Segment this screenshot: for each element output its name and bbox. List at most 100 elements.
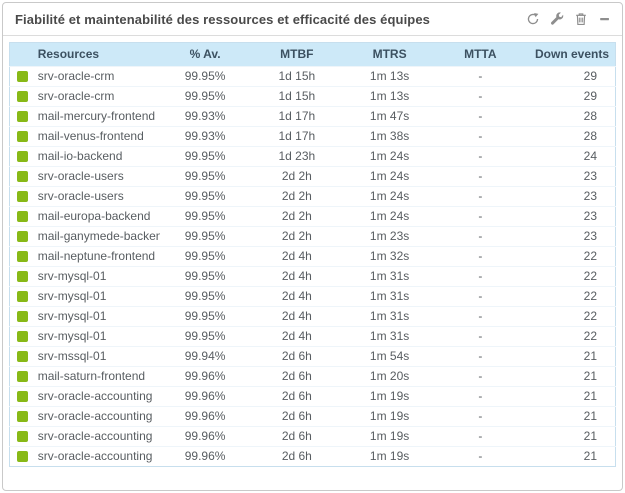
mtrs-value: 1m 47s xyxy=(343,106,436,127)
mtbf-value: 2d 6h xyxy=(250,386,344,407)
refresh-button[interactable] xyxy=(525,12,540,27)
table-row: srv-mysql-01 99.95% 2d 4h 1m 31s -22 xyxy=(9,326,616,347)
status-ok-icon xyxy=(17,411,29,423)
down-events-value: 29 xyxy=(524,66,616,87)
resource-name: srv-oracle-accounting xyxy=(35,386,160,407)
wrench-icon xyxy=(550,12,563,25)
table-row: mail-mercury-frontend 99.93% 1d 17h 1m 47s -… xyxy=(9,106,616,127)
mtrs-value: 1m 31s xyxy=(343,286,436,307)
resource-name: srv-oracle-accounting xyxy=(35,406,160,427)
status-ok-icon xyxy=(17,111,29,123)
status-ok-icon xyxy=(17,371,29,383)
status-cell xyxy=(9,326,36,347)
availability-value: 99.95% xyxy=(159,66,251,87)
status-ok-icon xyxy=(17,391,29,403)
mtrs-value: 1m 32s xyxy=(343,246,436,267)
down-events-value: 29 xyxy=(524,86,616,107)
mtrs-value: 1m 23s xyxy=(343,226,436,247)
availability-value: 99.95% xyxy=(159,306,251,327)
resource-name: srv-oracle-users xyxy=(35,186,160,207)
down-events-value: 23 xyxy=(524,166,616,187)
resource-name: srv-mysql-01 xyxy=(35,306,160,327)
status-cell xyxy=(9,366,36,387)
mtbf-value: 2d 6h xyxy=(250,346,344,367)
mtbf-value: 1d 15h xyxy=(250,66,344,87)
table-row: mail-neptune-frontend 99.95% 2d 4h 1m 32s -2… xyxy=(9,246,616,267)
status-cell xyxy=(9,346,36,367)
resource-name: srv-oracle-crm xyxy=(35,66,160,87)
down-events-value: 23 xyxy=(524,226,616,247)
status-ok-icon xyxy=(17,91,29,103)
table-row: mail-ganymede-backend 99.95% 2d 2h 1m 23s -2… xyxy=(9,226,616,247)
widget-title: Fiabilité et maintenabilité des ressourc… xyxy=(15,11,431,27)
mtbf-value: 2d 4h xyxy=(250,326,344,347)
delete-button[interactable] xyxy=(573,12,588,27)
mtta-value: - xyxy=(435,306,525,327)
status-cell xyxy=(9,126,36,147)
availability-value: 99.96% xyxy=(159,446,251,467)
table-row: srv-mysql-01 99.95% 2d 4h 1m 31s -22 xyxy=(9,306,616,327)
collapse-button[interactable] xyxy=(597,12,612,27)
mtta-value: - xyxy=(435,206,525,227)
availability-value: 99.96% xyxy=(159,406,251,427)
down-events-value: 28 xyxy=(524,106,616,127)
table-row: srv-oracle-crm 99.95% 1d 15h 1m 13s -29 xyxy=(9,66,616,87)
mtbf-value: 1d 17h xyxy=(250,106,344,127)
down-events-value: 22 xyxy=(524,306,616,327)
trash-icon xyxy=(575,13,586,25)
table-row: mail-saturn-frontend 99.96% 2d 6h 1m 20s -21 xyxy=(9,366,616,387)
status-ok-icon xyxy=(17,311,29,323)
down-events-value: 21 xyxy=(524,426,616,447)
status-cell xyxy=(9,306,36,327)
configure-button[interactable] xyxy=(549,12,564,27)
status-cell xyxy=(9,406,36,427)
table-row: srv-oracle-accounting 99.96% 2d 6h 1m 19s -2… xyxy=(9,386,616,407)
mtrs-value: 1m 31s xyxy=(343,306,436,327)
down-events-value: 22 xyxy=(524,326,616,347)
column-header-status xyxy=(9,42,36,67)
status-ok-icon xyxy=(17,211,29,223)
mtrs-value: 1m 19s xyxy=(343,406,436,427)
status-cell xyxy=(9,226,36,247)
availability-value: 99.95% xyxy=(159,286,251,307)
mtta-value: - xyxy=(435,366,525,387)
table-row: srv-oracle-accounting 99.96% 2d 6h 1m 19s -2… xyxy=(9,446,616,467)
mtrs-value: 1m 13s xyxy=(343,66,436,87)
mtrs-value: 1m 19s xyxy=(343,386,436,407)
down-events-value: 28 xyxy=(524,126,616,147)
resource-name: mail-io-backend xyxy=(35,146,160,167)
mtbf-value: 2d 4h xyxy=(250,286,344,307)
resource-name: srv-mysql-01 xyxy=(35,266,160,287)
table-row: srv-oracle-accounting 99.96% 2d 6h 1m 19s -2… xyxy=(9,426,616,447)
mtta-value: - xyxy=(435,426,525,447)
availability-value: 99.95% xyxy=(159,186,251,207)
column-header-resources: Resources xyxy=(35,42,160,67)
resource-name: mail-europa-backend xyxy=(35,206,160,227)
availability-value: 99.93% xyxy=(159,106,251,127)
status-cell xyxy=(9,206,36,227)
availability-value: 99.95% xyxy=(159,86,251,107)
mtta-value: - xyxy=(435,346,525,367)
down-events-value: 21 xyxy=(524,406,616,427)
mtrs-value: 1m 31s xyxy=(343,266,436,287)
resource-name: srv-oracle-accounting xyxy=(35,426,160,447)
mtrs-value: 1m 24s xyxy=(343,186,436,207)
mtbf-value: 2d 6h xyxy=(250,426,344,447)
mtta-value: - xyxy=(435,406,525,427)
column-header-mtrs: MTRS xyxy=(343,42,436,67)
down-events-value: 22 xyxy=(524,266,616,287)
refresh-icon xyxy=(527,12,538,25)
mtbf-value: 2d 4h xyxy=(250,266,344,287)
status-cell xyxy=(9,86,36,107)
mtta-value: - xyxy=(435,146,525,167)
table-body: srv-oracle-crm 99.95% 1d 15h 1m 13s -29 srv-o… xyxy=(9,66,616,467)
resource-name: srv-mysql-01 xyxy=(35,286,160,307)
down-events-value: 23 xyxy=(524,206,616,227)
mtbf-value: 2d 6h xyxy=(250,406,344,427)
resource-name: srv-oracle-accounting xyxy=(35,446,160,467)
column-header-mtbf: MTBF xyxy=(250,42,344,67)
status-cell xyxy=(9,186,36,207)
down-events-value: 24 xyxy=(524,146,616,167)
availability-value: 99.95% xyxy=(159,206,251,227)
mtta-value: - xyxy=(435,266,525,287)
